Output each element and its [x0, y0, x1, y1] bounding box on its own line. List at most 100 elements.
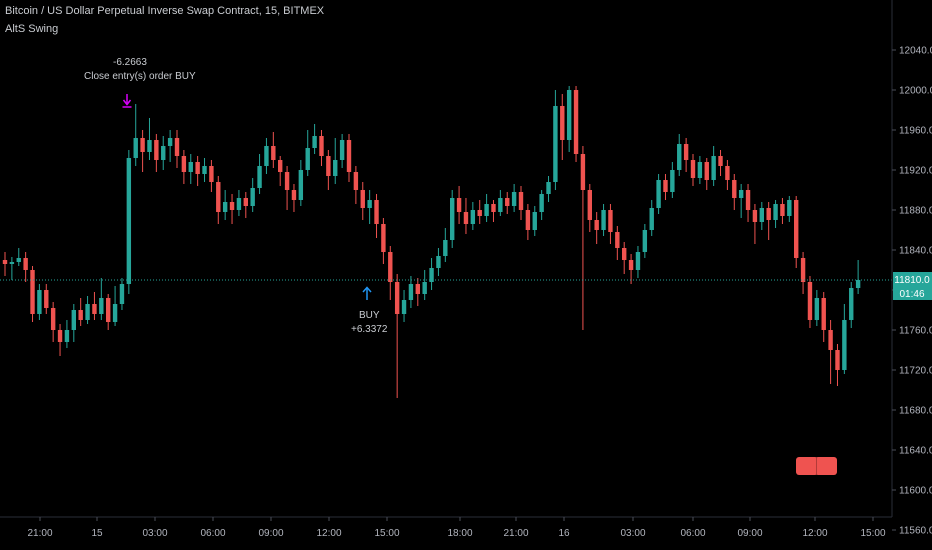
candle	[828, 320, 833, 384]
candle	[573, 86, 579, 162]
candle	[181, 150, 187, 184]
price-tick-label: 11680.0	[899, 406, 932, 417]
candle	[498, 190, 503, 216]
candle	[78, 298, 83, 326]
candle	[333, 138, 338, 184]
candle	[642, 224, 648, 258]
candle	[23, 252, 28, 282]
time-tick-label: 06:00	[680, 528, 705, 539]
candle	[566, 86, 572, 152]
study-label[interactable]: AltS Swing	[5, 23, 59, 35]
candle	[16, 248, 21, 266]
bar-countdown-label: 01:46	[899, 289, 924, 300]
candle	[202, 158, 207, 182]
candle	[663, 174, 668, 200]
candle	[209, 160, 214, 192]
price-tick-label: 12040.0	[899, 46, 932, 57]
candle	[50, 302, 56, 342]
candle	[305, 130, 310, 176]
price-tick-label: 12000.0	[899, 86, 932, 97]
candle	[594, 212, 599, 244]
candle	[745, 184, 751, 222]
candle	[147, 118, 152, 160]
candle	[794, 196, 799, 268]
candle	[30, 266, 35, 322]
candle	[450, 190, 455, 248]
candle	[855, 260, 861, 294]
candle	[718, 150, 723, 176]
candle	[532, 206, 537, 236]
candle	[140, 130, 145, 172]
candle	[195, 156, 200, 186]
time-tick-label: 06:00	[200, 528, 225, 539]
candle	[580, 146, 586, 330]
indicator-boxes	[796, 457, 837, 475]
candle	[112, 286, 118, 326]
candle	[188, 154, 193, 184]
candle	[119, 278, 125, 310]
candle	[787, 196, 792, 222]
candle	[222, 190, 228, 220]
close-signal: -6.2663 Close entry(s) order BUY	[84, 57, 196, 108]
candle	[807, 276, 813, 328]
price-tick-label: 11560.0	[899, 526, 932, 537]
candle	[57, 324, 63, 356]
candle	[154, 134, 159, 172]
candle	[264, 138, 269, 174]
candle	[477, 200, 482, 224]
time-tick-label: 12:00	[802, 528, 827, 539]
candle	[422, 270, 427, 300]
candle	[216, 176, 221, 224]
chart-title[interactable]: Bitcoin / US Dollar Perpetual Inverse Sw…	[5, 5, 325, 17]
candle	[394, 274, 400, 398]
time-tick-label: 16	[558, 528, 570, 539]
candle	[99, 278, 104, 320]
time-tick-label: 03:00	[142, 528, 167, 539]
candle	[415, 278, 420, 306]
candle	[64, 320, 70, 348]
time-axis[interactable]: 21:00 15 03:00 06:00 09:00 12:00 15:00 18:00 21:…	[27, 517, 886, 539]
time-tick-label: 18:00	[447, 528, 472, 539]
price-tick-label: 11640.0	[899, 446, 932, 457]
candle	[732, 174, 737, 210]
candle	[484, 194, 489, 222]
candle	[401, 290, 407, 322]
candle	[236, 190, 242, 216]
time-tick-label: 15:00	[860, 528, 885, 539]
candle	[505, 192, 510, 214]
price-tick-label: 11840.0	[899, 246, 932, 257]
candle	[704, 158, 709, 190]
candle	[738, 184, 744, 218]
candle	[167, 130, 173, 162]
candle	[133, 104, 138, 166]
price-tick-label: 11960.0	[899, 126, 932, 137]
candle	[711, 146, 716, 186]
candle	[759, 202, 764, 230]
time-tick-label: 09:00	[737, 528, 762, 539]
candle	[628, 254, 634, 284]
time-tick-label: 12:00	[316, 528, 341, 539]
buy-signal: BUY +6.3372	[351, 286, 388, 335]
candle	[511, 184, 517, 212]
candle	[587, 184, 592, 232]
time-tick-label: 15	[91, 528, 103, 539]
price-tick-label: 11720.0	[899, 366, 932, 377]
candle	[298, 160, 304, 206]
close-signal-label: Close entry(s) order BUY	[84, 71, 196, 82]
candle	[525, 204, 531, 240]
candle	[284, 166, 290, 210]
buy-signal-value: +6.3372	[351, 324, 388, 335]
candle	[553, 90, 558, 190]
candle	[842, 304, 847, 374]
candle	[374, 194, 379, 238]
candle	[161, 136, 166, 170]
candle	[174, 130, 180, 168]
candle	[381, 218, 386, 264]
candle	[622, 242, 627, 274]
price-tick-label: 11760.0	[899, 326, 932, 337]
candle	[766, 202, 771, 240]
candle	[9, 257, 15, 280]
candle	[360, 182, 365, 220]
candle	[608, 204, 613, 244]
